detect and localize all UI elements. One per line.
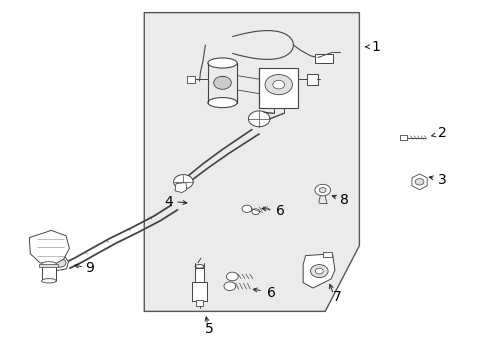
Text: 5: 5 xyxy=(205,323,214,336)
Ellipse shape xyxy=(41,262,56,266)
Ellipse shape xyxy=(41,279,56,283)
Circle shape xyxy=(272,80,284,89)
Circle shape xyxy=(213,76,231,89)
Circle shape xyxy=(314,184,330,196)
Circle shape xyxy=(242,205,251,212)
Circle shape xyxy=(251,209,259,215)
Ellipse shape xyxy=(207,58,237,68)
Circle shape xyxy=(173,175,193,189)
Circle shape xyxy=(315,268,323,274)
Text: 3: 3 xyxy=(437,173,446,187)
Bar xyxy=(192,282,206,301)
Bar xyxy=(195,300,203,306)
Circle shape xyxy=(226,272,238,281)
Text: 8: 8 xyxy=(339,193,348,207)
Circle shape xyxy=(224,282,235,291)
Bar xyxy=(41,264,56,281)
Polygon shape xyxy=(144,13,359,311)
Polygon shape xyxy=(303,254,334,288)
Bar xyxy=(39,264,58,267)
Text: 9: 9 xyxy=(85,261,94,275)
Ellipse shape xyxy=(207,98,237,108)
Circle shape xyxy=(310,265,327,278)
Circle shape xyxy=(248,111,269,127)
Text: 4: 4 xyxy=(163,195,172,208)
Bar xyxy=(322,252,331,257)
Text: 2: 2 xyxy=(437,126,446,140)
Circle shape xyxy=(414,179,423,185)
Text: 1: 1 xyxy=(371,40,380,54)
Bar xyxy=(259,68,298,108)
Text: 6: 6 xyxy=(276,204,285,217)
Bar xyxy=(306,74,317,85)
Text: 6: 6 xyxy=(266,287,275,300)
Bar xyxy=(315,54,332,63)
Ellipse shape xyxy=(195,265,203,268)
Polygon shape xyxy=(175,183,186,193)
Circle shape xyxy=(54,258,66,267)
Polygon shape xyxy=(411,174,427,190)
Bar xyxy=(187,76,195,83)
Bar xyxy=(194,268,204,283)
Text: 7: 7 xyxy=(332,290,341,304)
Polygon shape xyxy=(29,230,69,265)
Polygon shape xyxy=(47,253,68,271)
Circle shape xyxy=(264,75,292,95)
Circle shape xyxy=(319,188,325,193)
Bar xyxy=(399,135,406,140)
